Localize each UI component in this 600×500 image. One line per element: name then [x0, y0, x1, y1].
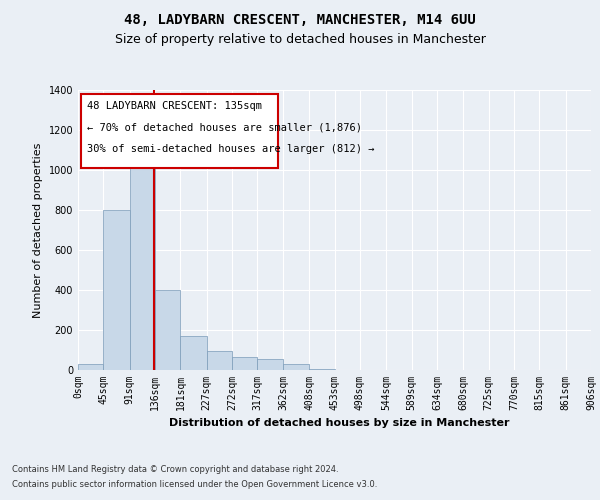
- Bar: [283, 364, 309, 370]
- Text: 48 LADYBARN CRESCENT: 135sqm: 48 LADYBARN CRESCENT: 135sqm: [87, 101, 262, 111]
- Text: Contains public sector information licensed under the Open Government Licence v3: Contains public sector information licen…: [12, 480, 377, 489]
- Bar: [103, 210, 130, 370]
- Bar: [181, 336, 206, 370]
- Bar: [232, 357, 257, 370]
- Text: Contains HM Land Registry data © Crown copyright and database right 2024.: Contains HM Land Registry data © Crown c…: [12, 465, 338, 474]
- Bar: [130, 154, 155, 370]
- Text: Distribution of detached houses by size in Manchester: Distribution of detached houses by size …: [169, 418, 509, 428]
- Bar: [309, 369, 335, 370]
- Bar: [155, 290, 181, 370]
- Y-axis label: Number of detached properties: Number of detached properties: [33, 142, 43, 318]
- Text: Size of property relative to detached houses in Manchester: Size of property relative to detached ho…: [115, 32, 485, 46]
- Text: ← 70% of detached houses are smaller (1,876): ← 70% of detached houses are smaller (1,…: [87, 122, 362, 132]
- Text: 48, LADYBARN CRESCENT, MANCHESTER, M14 6UU: 48, LADYBARN CRESCENT, MANCHESTER, M14 6…: [124, 12, 476, 26]
- Bar: [257, 359, 283, 370]
- FancyBboxPatch shape: [80, 94, 278, 168]
- Bar: [78, 364, 103, 370]
- Text: 30% of semi-detached houses are larger (812) →: 30% of semi-detached houses are larger (…: [87, 144, 374, 154]
- Bar: [206, 351, 232, 370]
